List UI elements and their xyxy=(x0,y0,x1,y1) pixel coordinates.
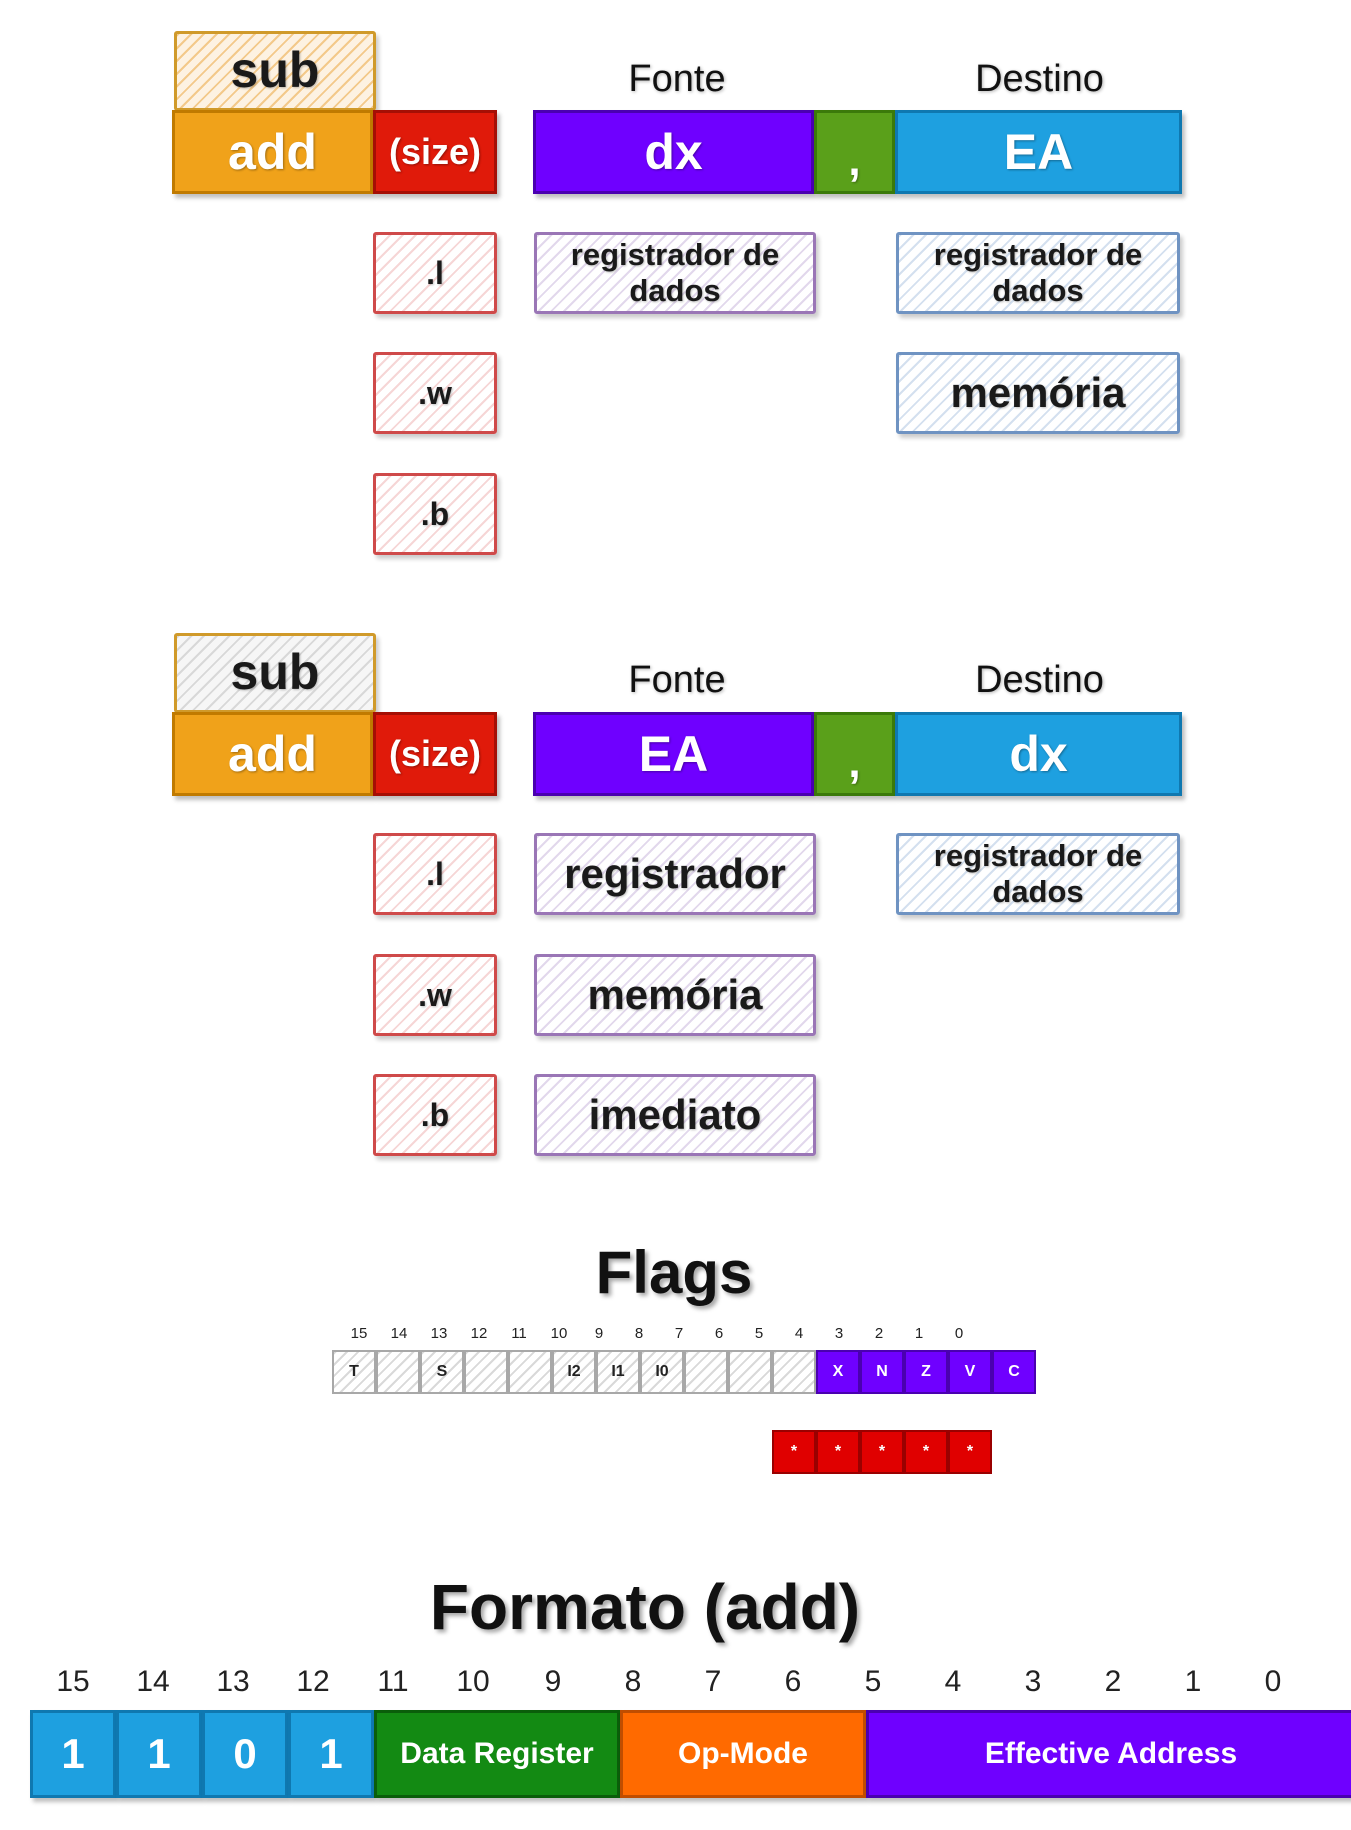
format-bit-number: 6 xyxy=(784,1665,802,1698)
size-option-w: .w xyxy=(373,352,497,434)
sub-mnemonic-box: sub xyxy=(174,633,376,713)
destino-label: Destino xyxy=(975,58,1104,100)
destination-option-data-register: registrador de dados xyxy=(896,833,1180,915)
flag-cell-s: S xyxy=(420,1350,464,1394)
format-bit-number: 13 xyxy=(216,1665,250,1698)
flag-bit-number: 8 xyxy=(634,1325,644,1342)
fixed-bit-14: 1 xyxy=(116,1710,202,1798)
size-option-b: .b xyxy=(373,1074,497,1156)
source-option-memory: memória xyxy=(534,954,816,1036)
flag-bit-number: 2 xyxy=(874,1325,884,1342)
comma-box: , xyxy=(814,712,895,796)
source-option-data-register: registrador de dados xyxy=(534,232,816,314)
format-bit-number: 8 xyxy=(624,1665,642,1698)
flag-cell xyxy=(772,1350,816,1394)
flag-bit-number: 15 xyxy=(350,1325,368,1342)
flag-bit-number: 11 xyxy=(511,1325,527,1342)
flag-cell xyxy=(376,1350,420,1394)
format-bit-number: 7 xyxy=(704,1665,722,1698)
size-box: (size) xyxy=(373,712,497,796)
format-title: Formato (add) xyxy=(429,1571,861,1643)
add-mnemonic-box: add xyxy=(172,712,373,796)
size-option-w: .w xyxy=(373,954,497,1036)
format-bit-number: 9 xyxy=(544,1665,562,1698)
format-bit-number: 2 xyxy=(1104,1665,1122,1698)
fixed-bit-12: 1 xyxy=(288,1710,374,1798)
source-operand-box: dx xyxy=(533,110,814,194)
flag-bit-number: 0 xyxy=(954,1325,964,1342)
source-operand-box: EA xyxy=(533,712,814,796)
data-register-field: Data Register xyxy=(374,1710,620,1798)
flag-cell xyxy=(508,1350,552,1394)
fonte-label: Fonte xyxy=(628,58,726,100)
format-bit-number: 10 xyxy=(456,1665,490,1698)
fixed-bit-15: 1 xyxy=(30,1710,116,1798)
format-bit-number: 0 xyxy=(1264,1665,1282,1698)
affected-mark-v: * xyxy=(904,1430,948,1474)
flag-cell xyxy=(728,1350,772,1394)
flag-cell xyxy=(684,1350,728,1394)
format-fields-row: 1 1 0 1 Data Register Op-Mode Effective … xyxy=(30,1710,1351,1798)
flags-bit-numbers: 15 14 13 12 11 10 9 8 7 6 5 4 3 2 1 0 xyxy=(339,1325,979,1342)
op-mode-field: Op-Mode xyxy=(620,1710,866,1798)
flag-cell-n: N xyxy=(860,1350,904,1394)
format-bit-numbers: 15 14 13 12 11 10 9 8 7 6 5 4 3 2 1 0 xyxy=(33,1665,1313,1699)
flag-cell-i2: I2 xyxy=(552,1350,596,1394)
format-bit-number: 3 xyxy=(1024,1665,1042,1698)
size-option-b: .b xyxy=(373,473,497,555)
flag-cell-v: V xyxy=(948,1350,992,1394)
flag-cell-z: Z xyxy=(904,1350,948,1394)
flag-cell-i1: I1 xyxy=(596,1350,640,1394)
format-bit-number: 4 xyxy=(944,1665,962,1698)
size-option-l: .l xyxy=(373,232,497,314)
flags-register-row: T S I2 I1 I0 X N Z V C xyxy=(332,1350,1036,1394)
fonte-label: Fonte xyxy=(628,659,726,701)
format-bit-number: 14 xyxy=(136,1665,170,1698)
fixed-bit-13: 0 xyxy=(202,1710,288,1798)
destination-option-memory: memória xyxy=(896,352,1180,434)
flags-affected-row: * * * * * xyxy=(772,1430,992,1474)
flag-bit-number: 6 xyxy=(714,1325,724,1342)
source-option-register: registrador xyxy=(534,833,816,915)
destino-label: Destino xyxy=(975,659,1104,701)
flag-bit-number: 3 xyxy=(834,1325,844,1342)
flag-bit-number: 9 xyxy=(594,1325,604,1342)
effective-address-field: Effective Address xyxy=(866,1710,1351,1798)
format-bit-number: 5 xyxy=(864,1665,882,1698)
affected-mark-c: * xyxy=(948,1430,992,1474)
flag-bit-number: 13 xyxy=(430,1325,448,1342)
affected-mark-z: * xyxy=(860,1430,904,1474)
flag-bit-number: 14 xyxy=(390,1325,408,1342)
destination-option-data-register: registrador de dados xyxy=(896,232,1180,314)
comma-box: , xyxy=(814,110,895,194)
affected-mark-x: * xyxy=(772,1430,816,1474)
size-box: (size) xyxy=(373,110,497,194)
flag-cell-c: C xyxy=(992,1350,1036,1394)
flag-bit-number: 10 xyxy=(550,1325,568,1342)
flag-bit-number: 5 xyxy=(754,1325,764,1342)
flag-cell-t: T xyxy=(332,1350,376,1394)
size-option-l: .l xyxy=(373,833,497,915)
flag-bit-number: 1 xyxy=(914,1325,924,1342)
flag-bit-number: 4 xyxy=(794,1325,804,1342)
flag-bit-number: 12 xyxy=(470,1325,488,1342)
sub-mnemonic-box: sub xyxy=(174,31,376,111)
flags-title: Flags xyxy=(595,1239,753,1306)
affected-mark-n: * xyxy=(816,1430,860,1474)
format-bit-number: 12 xyxy=(296,1665,330,1698)
flag-bit-number: 7 xyxy=(674,1325,684,1342)
format-bit-number: 11 xyxy=(377,1665,409,1698)
flag-cell xyxy=(464,1350,508,1394)
format-bit-number: 15 xyxy=(56,1665,90,1698)
source-option-immediate: imediato xyxy=(534,1074,816,1156)
add-mnemonic-box: add xyxy=(172,110,373,194)
destination-operand-box: dx xyxy=(895,712,1182,796)
flag-cell-i0: I0 xyxy=(640,1350,684,1394)
format-bit-number: 1 xyxy=(1184,1665,1202,1698)
destination-operand-box: EA xyxy=(895,110,1182,194)
flag-cell-x: X xyxy=(816,1350,860,1394)
